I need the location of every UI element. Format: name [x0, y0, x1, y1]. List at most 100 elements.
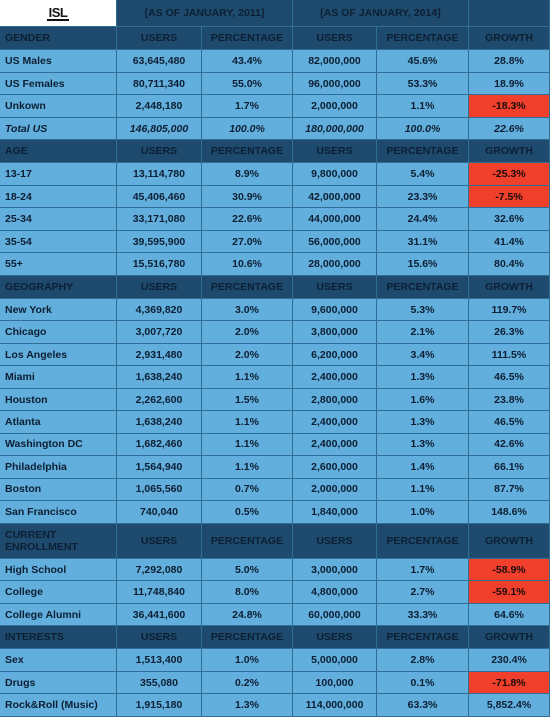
section-header-row: AGE USERS PERCENTAGE USERS PERCENTAGE GROWTH: [0, 140, 550, 164]
row-label: High School: [0, 558, 117, 582]
users-2011-cell: 2,448,180: [117, 95, 202, 118]
percentage-2011-cell: 30.9%: [202, 185, 293, 209]
row-label: College: [0, 581, 117, 604]
users-2011-cell: 355,080: [117, 671, 202, 695]
section-header-row: INTERESTS USERS PERCENTAGE USERS PERCENTAGE G…: [0, 626, 550, 650]
percentage-2011-cell: 1.1%: [202, 456, 293, 479]
growth-cell-negative: -59.1%: [469, 581, 550, 604]
percentage-2014-header: PERCENTAGE: [377, 140, 469, 164]
row-label: 35-54: [0, 230, 117, 254]
users-2014-cell: 100,000: [293, 671, 377, 695]
period-header-row: ISL [AS OF JANUARY, 2011] [AS OF JANUARY…: [0, 0, 550, 28]
growth-cell: 23.8%: [469, 388, 550, 412]
users-2011-cell: 1,638,240: [117, 366, 202, 389]
users-2014-cell: 42,000,000: [293, 185, 377, 209]
percentage-2014-cell: 24.4%: [377, 208, 469, 231]
table-row: Atlanta 1,638,240 1.1% 2,400,000 1.3% 46.5%: [0, 411, 550, 434]
percentage-2014-header: PERCENTAGE: [377, 523, 469, 559]
row-label: Miami: [0, 366, 117, 389]
users-2014-cell: 82,000,000: [293, 50, 377, 73]
percentage-2014-cell: 45.6%: [377, 50, 469, 73]
users-2014-cell: 9,600,000: [293, 298, 377, 322]
logo: ISL: [0, 0, 117, 28]
percentage-2014-cell: 1.3%: [377, 433, 469, 457]
section-title: GEOGRAPHY: [0, 275, 117, 299]
table-row: Sex 1,513,400 1.0% 5,000,000 2.8% 230.4%: [0, 649, 550, 672]
users-2011-cell: 1,638,240: [117, 411, 202, 434]
users-2014-cell: 1,840,000: [293, 501, 377, 524]
percentage-2014-cell: 2.1%: [377, 321, 469, 344]
growth-cell: 28.8%: [469, 50, 550, 73]
users-2011-header: USERS: [117, 626, 202, 650]
users-2014-cell: 180,000,000: [293, 117, 377, 141]
percentage-2011-cell: 2.0%: [202, 343, 293, 367]
percentage-2014-header: PERCENTAGE: [377, 626, 469, 650]
table-row: Chicago 3,007,720 2.0% 3,800,000 2.1% 26.3%: [0, 321, 550, 344]
users-2011-header: USERS: [117, 275, 202, 299]
growth-cell: 26.3%: [469, 321, 550, 344]
users-2011-cell: 39,595,900: [117, 230, 202, 254]
section-header-row: CURRENT ENROLLMENT USERS PERCENTAGE USERS PER…: [0, 523, 550, 559]
row-label: Drugs: [0, 671, 117, 695]
users-2014-header: USERS: [293, 523, 377, 559]
percentage-2011-cell: 1.1%: [202, 366, 293, 389]
growth-header: GROWTH: [469, 27, 550, 51]
growth-cell: 230.4%: [469, 649, 550, 672]
users-2011-cell: 1,564,940: [117, 456, 202, 479]
users-2014-cell: 56,000,000: [293, 230, 377, 254]
row-label: Chicago: [0, 321, 117, 344]
row-label: Boston: [0, 478, 117, 502]
growth-cell: 111.5%: [469, 343, 550, 367]
users-2014-cell: 2,400,000: [293, 411, 377, 434]
percentage-2011-cell: 1.3%: [202, 694, 293, 717]
table-row: San Francisco 740,040 0.5% 1,840,000 1.0% 148…: [0, 501, 550, 524]
growth-cell: 42.6%: [469, 433, 550, 457]
row-label: Philadelphia: [0, 456, 117, 479]
growth-header: GROWTH: [469, 275, 550, 299]
users-2014-cell: 2,400,000: [293, 366, 377, 389]
growth-cell-negative: -7.5%: [469, 185, 550, 209]
percentage-2014-cell: 31.1%: [377, 230, 469, 254]
users-2014-cell: 4,800,000: [293, 581, 377, 604]
users-2014-cell: 3,000,000: [293, 558, 377, 582]
percentage-2014-cell: 3.4%: [377, 343, 469, 367]
isl-logo-icon: ISL: [46, 4, 70, 21]
percentage-2011-cell: 1.1%: [202, 411, 293, 434]
percentage-2014-cell: 5.4%: [377, 163, 469, 186]
growth-cell-negative: -58.9%: [469, 558, 550, 582]
section-title: AGE: [0, 140, 117, 164]
users-2011-cell: 13,114,780: [117, 163, 202, 186]
percentage-2014-cell: 100.0%: [377, 117, 469, 141]
percentage-2014-cell: 1.0%: [377, 501, 469, 524]
percentage-2014-cell: 2.7%: [377, 581, 469, 604]
users-2014-cell: 60,000,000: [293, 603, 377, 627]
row-label: Atlanta: [0, 411, 117, 434]
table-row: 55+ 15,516,780 10.6% 28,000,000 15.6% 80.4%: [0, 253, 550, 276]
growth-cell-negative: -25.3%: [469, 163, 550, 186]
table-row: US Males 63,645,480 43.4% 82,000,000 45.6% 28…: [0, 50, 550, 73]
table-row: Miami 1,638,240 1.1% 2,400,000 1.3% 46.5%: [0, 366, 550, 389]
section-title: CURRENT ENROLLMENT: [0, 523, 117, 559]
users-2011-cell: 3,007,720: [117, 321, 202, 344]
percentage-2014-cell: 1.3%: [377, 411, 469, 434]
users-2011-cell: 33,171,080: [117, 208, 202, 231]
percentage-2011-header: PERCENTAGE: [202, 523, 293, 559]
growth-header: GROWTH: [469, 140, 550, 164]
growth-cell: 22.6%: [469, 117, 550, 141]
section-title: GENDER: [0, 27, 117, 51]
table-row: 25-34 33,171,080 22.6% 44,000,000 24.4% 32.6%: [0, 208, 550, 231]
growth-cell: 18.9%: [469, 72, 550, 96]
percentage-2014-cell: 1.7%: [377, 558, 469, 582]
users-2011-header: USERS: [117, 140, 202, 164]
users-2011-cell: 80,711,340: [117, 72, 202, 96]
percentage-2014-cell: 1.4%: [377, 456, 469, 479]
percentage-2014-cell: 1.1%: [377, 95, 469, 118]
percentage-2011-cell: 22.6%: [202, 208, 293, 231]
section-header-row: GENDER USERS PERCENTAGE USERS PERCENTAGE GROW…: [0, 27, 550, 51]
growth-cell-negative: -71.8%: [469, 671, 550, 695]
row-label: 55+: [0, 253, 117, 276]
table-row: 35-54 39,595,900 27.0% 56,000,000 31.1% 41.4%: [0, 230, 550, 254]
row-label: Washington DC: [0, 433, 117, 457]
